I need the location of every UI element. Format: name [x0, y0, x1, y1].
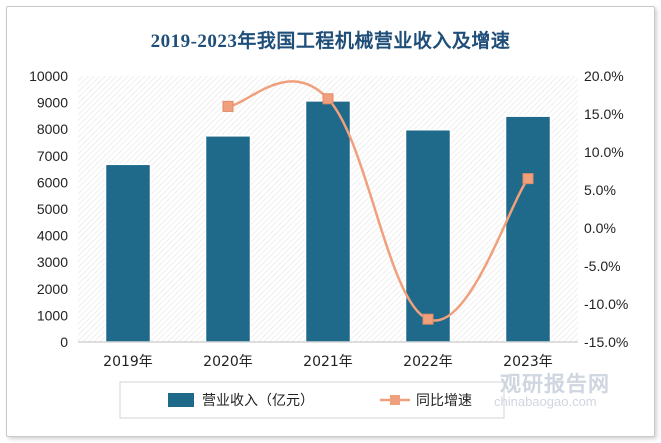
bar-4 [504, 115, 552, 343]
category-label: 2021年 [303, 354, 353, 370]
left-tick-label: 0 [60, 334, 68, 350]
legend-bar-swatch [168, 393, 194, 407]
left-tick-label: 6000 [37, 174, 68, 190]
watermark-brand: 观研报告网 [500, 372, 610, 396]
bar-1 [204, 135, 252, 343]
right-tick-label: 0.0% [584, 220, 616, 236]
category-label: 2022年 [403, 354, 453, 370]
growth-marker [222, 100, 234, 112]
left-tick-label: 7000 [37, 148, 68, 164]
left-tick-label: 5000 [37, 201, 68, 217]
right-tick-label: 20.0% [584, 68, 624, 84]
left-tick-label: 8000 [37, 121, 68, 137]
right-tick-label: 5.0% [584, 182, 616, 198]
growth-marker [422, 313, 434, 325]
left-tick-label: 4000 [37, 228, 68, 244]
left-tick-label: 9000 [37, 95, 68, 111]
right-tick-label: -15.0% [584, 334, 628, 350]
category-label: 2019年 [103, 354, 153, 370]
legend-line-label: 同比增速 [416, 393, 472, 409]
growth-marker [522, 173, 534, 185]
growth-marker [322, 93, 334, 105]
category-label: 2023年 [503, 354, 553, 370]
right-tick-label: -5.0% [584, 258, 621, 274]
right-tick-label: 10.0% [584, 144, 624, 160]
growth-line [227, 80, 530, 322]
left-tick-label: 10000 [29, 68, 68, 84]
watermark-url: chinabaogao.com [494, 394, 597, 409]
bar-2 [304, 100, 352, 343]
right-tick-label: 15.0% [584, 106, 624, 122]
legend-line-marker [390, 395, 400, 405]
left-tick-label: 1000 [37, 307, 68, 323]
bar-0 [104, 163, 152, 343]
legend-bar-label: 营业收入（亿元） [202, 393, 314, 409]
left-tick-label: 2000 [37, 281, 68, 297]
right-tick-label: -10.0% [584, 296, 628, 312]
left-tick-label: 3000 [37, 254, 68, 270]
category-label: 2020年 [203, 354, 253, 370]
chart-title: 2019-2023年我国工程机械营业收入及增速 [150, 31, 511, 52]
bar-3 [404, 128, 452, 343]
